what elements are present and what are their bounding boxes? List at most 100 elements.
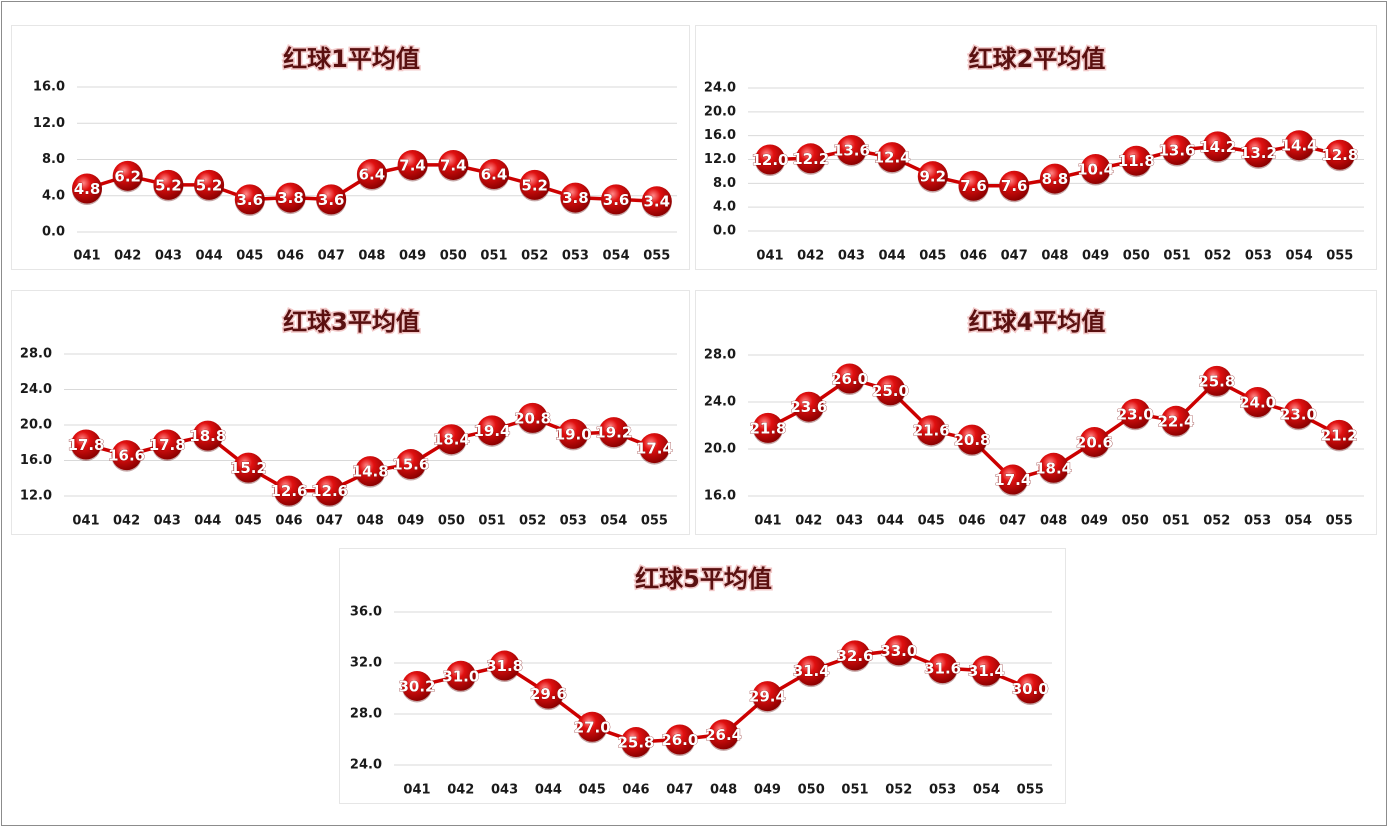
data-point <box>958 170 989 201</box>
y-tick-label: 32.0 <box>350 656 382 671</box>
data-point <box>533 678 564 709</box>
data-label: 27.0 <box>574 718 611 736</box>
y-tick-label: 20.0 <box>20 418 52 433</box>
data-point <box>877 142 908 173</box>
data-label: 31.4 <box>968 662 1005 680</box>
x-tick-label: 042 <box>114 249 141 264</box>
data-point <box>445 660 476 691</box>
data-point <box>316 184 347 215</box>
y-tick-label: 12.0 <box>20 489 52 504</box>
y-tick-label: 12.0 <box>33 116 65 131</box>
x-tick-label: 050 <box>1123 249 1150 264</box>
data-label: 30.0 <box>1012 680 1049 698</box>
data-label: 4.8 <box>74 180 101 198</box>
x-tick-label: 055 <box>641 514 668 529</box>
data-label: 32.6 <box>836 647 873 665</box>
data-label: 14.2 <box>1199 138 1236 156</box>
x-tick-label: 047 <box>318 249 345 264</box>
data-label: 14.4 <box>1281 137 1318 155</box>
data-point <box>834 363 865 394</box>
x-tick-label: 044 <box>877 514 904 529</box>
data-point <box>999 170 1030 201</box>
data-label: 26.0 <box>661 731 698 749</box>
data-label: 21.6 <box>913 422 950 440</box>
x-tick-label: 044 <box>879 249 906 264</box>
data-label: 12.0 <box>751 151 788 169</box>
data-label: 25.8 <box>617 734 654 752</box>
data-label: 3.4 <box>644 193 671 211</box>
data-label: 17.4 <box>636 440 673 458</box>
y-tick-label: 16.0 <box>704 128 736 143</box>
data-label: 6.2 <box>114 167 141 185</box>
data-label: 5.2 <box>196 176 223 194</box>
x-tick-label: 054 <box>1286 249 1313 264</box>
x-tick-label: 041 <box>72 514 99 529</box>
x-tick-label: 054 <box>1285 514 1312 529</box>
x-tick-label: 052 <box>1204 249 1231 264</box>
chart-svg-red-ball-3: 红球3平均值 12.0 16.0 20.0 24.0 28.0 041 042 043 044 04… <box>20 307 677 529</box>
data-label: 13.6 <box>1158 141 1195 159</box>
data-point <box>489 650 520 681</box>
data-point <box>1283 398 1314 429</box>
x-tick-label: 048 <box>1041 249 1068 264</box>
chart-title: 红球3平均值 <box>283 308 420 336</box>
data-point <box>1324 139 1355 170</box>
data-label: 17.8 <box>149 436 186 454</box>
x-tick-label: 045 <box>918 514 945 529</box>
data-point <box>274 475 304 506</box>
y-tick-label: 16.0 <box>20 453 52 468</box>
data-point <box>402 670 432 701</box>
data-point <box>755 144 785 175</box>
chart-title: 红球5平均值 <box>635 565 772 593</box>
data-label: 7.4 <box>399 156 426 174</box>
data-label: 12.8 <box>1321 146 1358 164</box>
chart-svg-red-ball-2: 红球2平均值 0.0 4.0 8.0 12.0 16.0 20.0 24.0 041 042 043… <box>704 44 1364 264</box>
data-point <box>917 161 948 192</box>
data-label: 9.2 <box>920 168 947 186</box>
x-tick-label: 042 <box>447 783 474 798</box>
data-point <box>641 186 672 217</box>
data-label: 25.0 <box>872 382 909 400</box>
y-tick-label: 24.0 <box>350 758 382 773</box>
data-label: 12.6 <box>311 482 348 500</box>
data-label: 22.4 <box>1157 412 1194 430</box>
x-tick-label: 046 <box>275 514 302 529</box>
data-point <box>1284 130 1315 161</box>
x-tick-label: 051 <box>841 783 868 798</box>
data-point <box>438 149 469 180</box>
data-label: 17.4 <box>994 471 1031 489</box>
x-tick-label: 050 <box>440 249 467 264</box>
data-label: 26.0 <box>831 370 868 388</box>
data-point <box>1243 137 1274 168</box>
data-label: 3.8 <box>562 189 589 207</box>
x-tick-label: 051 <box>480 249 507 264</box>
x-tick-label: 053 <box>1244 514 1271 529</box>
data-label: 13.2 <box>1240 144 1277 162</box>
data-point <box>1162 134 1192 165</box>
x-tick-label: 049 <box>754 783 781 798</box>
data-label: 5.2 <box>521 176 548 194</box>
y-tick-label: 20.0 <box>704 104 736 119</box>
x-tick-label: 051 <box>478 514 505 529</box>
x-tick-label: 050 <box>438 514 465 529</box>
data-label: 3.6 <box>318 191 345 209</box>
data-label: 33.0 <box>880 642 917 660</box>
data-point <box>560 182 591 213</box>
data-label: 12.4 <box>874 149 911 167</box>
x-tick-label: 045 <box>919 249 946 264</box>
x-tick-label: 053 <box>560 514 587 529</box>
data-label: 23.0 <box>1280 405 1317 423</box>
data-label: 10.4 <box>1077 161 1114 179</box>
y-tick-label: 28.0 <box>20 347 52 362</box>
x-tick-label: 048 <box>358 249 385 264</box>
y-tick-label: 24.0 <box>20 382 52 397</box>
chart-svg-red-ball-5: 红球5平均值 24.0 28.0 32.0 36.0 041 042 043 044 045 046… <box>350 564 1052 798</box>
x-tick-label: 046 <box>960 249 987 264</box>
data-label: 19.2 <box>595 424 632 442</box>
data-label: 20.6 <box>1076 433 1113 451</box>
data-point <box>1324 419 1355 450</box>
data-label: 7.6 <box>960 177 987 195</box>
data-label: 8.8 <box>1042 170 1069 188</box>
x-tick-label: 055 <box>1326 514 1353 529</box>
